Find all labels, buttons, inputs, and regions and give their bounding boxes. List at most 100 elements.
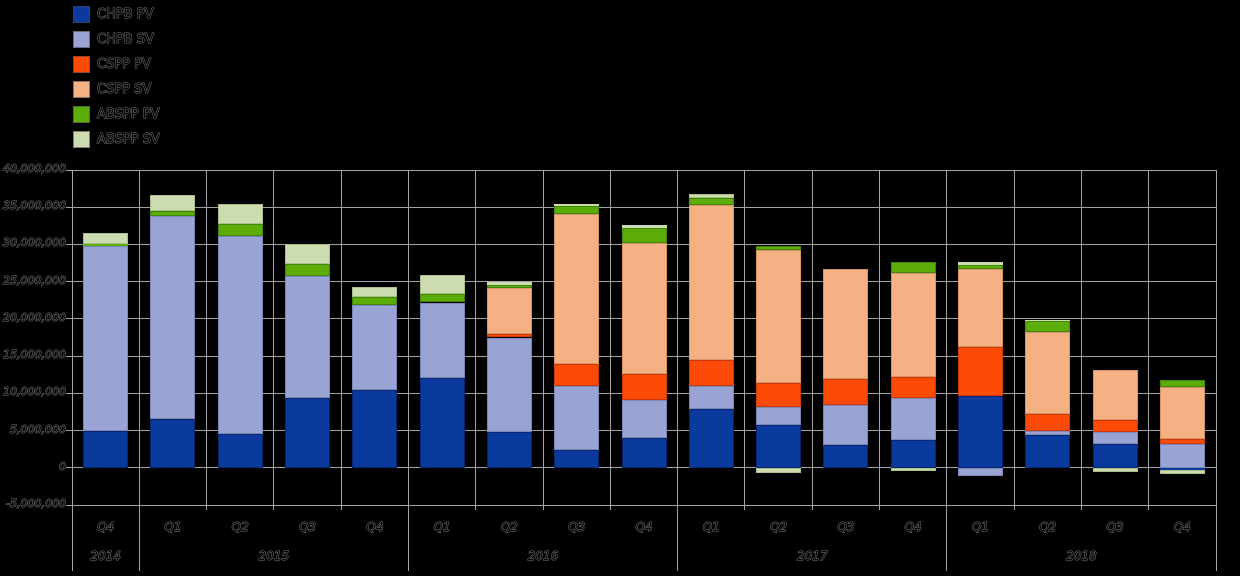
y-tick-label: 5,000,000 xyxy=(10,422,67,436)
bar-segment xyxy=(756,407,802,425)
x-axis-tick xyxy=(1080,505,1082,510)
v-gridline xyxy=(1080,170,1082,505)
h-gridline xyxy=(72,504,1216,506)
bar-segment xyxy=(688,359,734,387)
y-tick-label: 30,000,000 xyxy=(3,236,67,250)
year-separator-line xyxy=(1215,170,1217,571)
bar-segment xyxy=(1025,321,1071,333)
bar-segment xyxy=(621,227,667,243)
bar-segment xyxy=(756,245,802,250)
bar-segment xyxy=(352,389,398,468)
bar-segment xyxy=(285,275,331,399)
legend-swatch-icon xyxy=(73,81,90,98)
bar-segment xyxy=(621,438,667,468)
x-year-label: 2016 xyxy=(527,549,559,564)
bar-segment xyxy=(1159,467,1205,470)
bar-segment xyxy=(83,232,129,245)
x-quarter-label: Q1 xyxy=(433,520,451,535)
x-axis-tick xyxy=(206,505,208,510)
y-axis-tick xyxy=(66,467,72,469)
bar-segment xyxy=(554,386,600,451)
x-axis-tick xyxy=(609,505,611,510)
bar-segment xyxy=(554,450,600,468)
x-axis-tick xyxy=(340,505,342,510)
bar-segment xyxy=(890,273,936,378)
h-gridline xyxy=(72,169,1216,171)
bar-segment xyxy=(150,195,196,211)
bar-segment xyxy=(823,269,869,379)
bar-segment xyxy=(1025,434,1071,468)
y-axis-tick xyxy=(66,318,72,320)
x-quarter-label: Q1 xyxy=(971,520,989,535)
v-gridline xyxy=(744,170,746,505)
v-gridline xyxy=(879,170,881,505)
bar-segment xyxy=(150,418,196,468)
bar-segment xyxy=(419,274,465,294)
bar-segment xyxy=(352,287,398,297)
bar-segment xyxy=(957,467,1003,476)
bar-segment xyxy=(419,378,465,468)
bar-segment xyxy=(688,386,734,409)
x-axis-tick xyxy=(744,505,746,510)
bar-segment xyxy=(890,440,936,468)
x-quarter-label: Q3 xyxy=(837,520,855,535)
bar-segment xyxy=(217,434,263,468)
x-year-label: 2017 xyxy=(796,549,828,564)
bar-segment xyxy=(1025,431,1071,435)
year-separator-line xyxy=(946,170,948,571)
legend-label: CHPB PV xyxy=(96,7,154,23)
bar-segment xyxy=(285,243,331,264)
bar-segment xyxy=(554,203,600,206)
year-separator-line xyxy=(407,170,409,571)
bar-segment xyxy=(486,337,532,433)
x-year-label: 2015 xyxy=(258,549,290,564)
y-tick-label: 40,000,000 xyxy=(3,162,67,176)
bar-segment xyxy=(217,203,263,225)
y-tick-label: 10,000,000 xyxy=(3,385,67,399)
bar-segment xyxy=(957,347,1003,397)
x-year-label: 2018 xyxy=(1066,549,1098,564)
bar-segment xyxy=(1092,467,1138,472)
bar-segment xyxy=(1092,443,1138,468)
legend-label: CSPP SV xyxy=(96,82,152,98)
bar-segment xyxy=(957,396,1003,468)
y-axis-tick xyxy=(66,392,72,394)
bar-segment xyxy=(1025,320,1071,322)
x-quarter-label: Q1 xyxy=(702,520,720,535)
x-quarter-label: Q4 xyxy=(635,520,653,535)
bar-segment xyxy=(285,398,331,468)
x-axis-tick xyxy=(273,505,275,510)
bar-segment xyxy=(688,408,734,468)
bar-segment xyxy=(486,285,532,289)
y-axis-tick xyxy=(66,281,72,283)
bar-segment xyxy=(83,430,129,468)
bar-segment xyxy=(486,282,532,285)
legend-swatch-icon xyxy=(73,56,90,73)
bar-segment xyxy=(957,264,1003,269)
y-tick-label: -5,000,000 xyxy=(6,497,67,511)
bar-segment xyxy=(1159,379,1205,387)
y-tick-label: 0 xyxy=(59,459,67,473)
x-quarter-label: Q4 xyxy=(366,520,384,535)
x-quarter-label: Q3 xyxy=(1106,520,1124,535)
bar-segment xyxy=(554,213,600,365)
bar-segment xyxy=(217,224,263,237)
x-axis-tick xyxy=(542,505,544,510)
y-axis-tick xyxy=(66,504,72,506)
bar-segment xyxy=(1159,387,1205,440)
v-gridline xyxy=(542,170,544,505)
x-axis-tick xyxy=(475,505,477,510)
bar-segment xyxy=(756,424,802,468)
y-tick-label: 20,000,000 xyxy=(3,310,67,324)
y-axis-tick xyxy=(66,206,72,208)
x-axis-tick xyxy=(1013,505,1015,510)
legend-swatch-icon xyxy=(73,31,90,48)
y-axis-tick xyxy=(66,355,72,357)
v-gridline xyxy=(273,170,275,505)
bar-segment xyxy=(1025,413,1071,432)
y-tick-label: 25,000,000 xyxy=(3,273,67,287)
bar-segment xyxy=(285,263,331,276)
x-quarter-label: Q3 xyxy=(298,520,317,535)
bar-segment xyxy=(83,244,129,247)
